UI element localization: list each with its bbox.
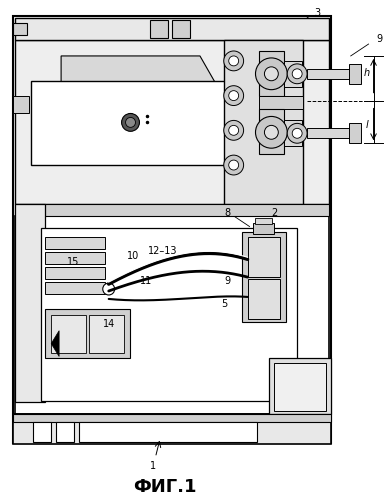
Bar [307,128,352,138]
Bar [307,69,352,79]
Bar [224,40,303,203]
Text: 14: 14 [103,318,115,328]
Polygon shape [61,56,220,110]
Bar [16,216,329,414]
Bar [16,204,45,402]
Bar [259,110,284,154]
Bar [16,18,329,40]
Text: 15: 15 [67,257,79,267]
Bar [269,358,331,414]
Text: 1: 1 [150,460,156,470]
Text: 2: 2 [271,208,277,218]
Text: 10: 10 [128,252,140,262]
Bar [45,309,129,358]
Circle shape [287,64,307,84]
Circle shape [126,118,135,128]
Bar [45,252,105,264]
Bar [253,222,274,234]
Circle shape [224,120,244,140]
Bar [151,20,168,38]
Bar [41,228,297,401]
Bar [259,51,284,96]
Circle shape [224,155,244,175]
Bar [45,238,105,250]
Circle shape [229,160,239,170]
Bar [16,40,329,203]
Text: 12–13: 12–13 [147,246,177,256]
Bar [14,96,29,114]
Bar [248,238,280,277]
Bar [16,204,329,216]
Bar [56,422,74,442]
Bar [51,315,86,352]
Circle shape [287,124,307,143]
Polygon shape [51,330,59,356]
Bar [14,23,27,35]
Text: 5: 5 [222,299,228,309]
Bar [14,414,331,422]
Circle shape [103,283,115,295]
Text: 11: 11 [140,276,152,286]
Circle shape [122,114,140,132]
Circle shape [292,69,302,79]
Bar [284,61,302,86]
Text: 9: 9 [376,34,383,44]
Circle shape [264,67,278,80]
Circle shape [224,51,244,71]
Bar [259,96,303,110]
Text: l: l [365,120,368,130]
Text: ФИГ.1: ФИГ.1 [133,478,197,496]
Circle shape [255,58,287,90]
Text: h: h [363,68,370,78]
Bar [349,64,361,84]
Text: 3: 3 [314,8,320,18]
Bar [89,315,124,352]
Bar [33,422,51,442]
Circle shape [264,126,278,140]
Bar [255,218,272,224]
Bar [45,267,105,279]
Bar [14,16,331,443]
Text: 9: 9 [225,276,231,286]
Bar [45,282,105,294]
Bar [79,422,257,442]
Circle shape [292,128,302,138]
Bar [248,279,280,319]
Text: 8: 8 [225,208,231,218]
Bar [274,364,326,411]
Circle shape [224,86,244,105]
Bar [172,20,190,38]
Bar [284,120,302,146]
Bar [14,414,331,444]
Bar [242,232,286,322]
Circle shape [255,116,287,148]
Circle shape [229,56,239,66]
Bar [31,80,259,165]
Bar [349,124,361,143]
Circle shape [229,90,239,101]
Circle shape [229,126,239,136]
